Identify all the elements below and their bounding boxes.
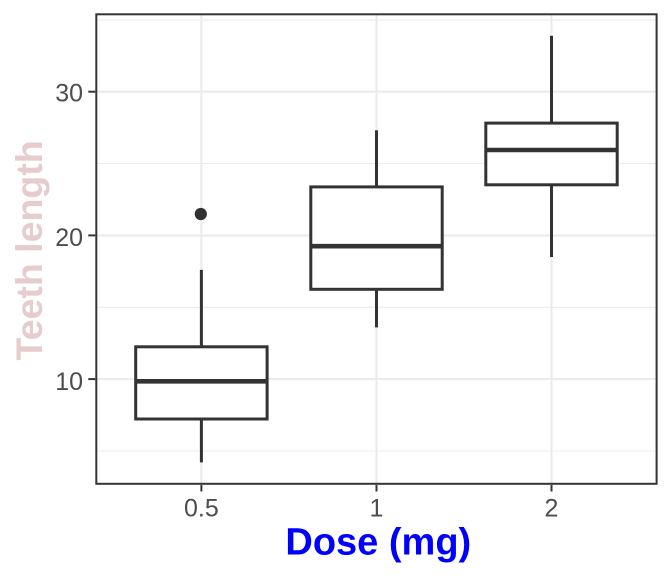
svg-text:20: 20 — [55, 224, 83, 252]
svg-text:1: 1 — [370, 494, 384, 522]
svg-text:0.5: 0.5 — [184, 494, 219, 522]
svg-text:2: 2 — [545, 494, 559, 522]
svg-text:30: 30 — [55, 80, 83, 108]
svg-text:Dose (mg): Dose (mg) — [285, 521, 471, 563]
svg-text:Teeth length: Teeth length — [8, 140, 50, 360]
svg-text:10: 10 — [55, 368, 83, 396]
